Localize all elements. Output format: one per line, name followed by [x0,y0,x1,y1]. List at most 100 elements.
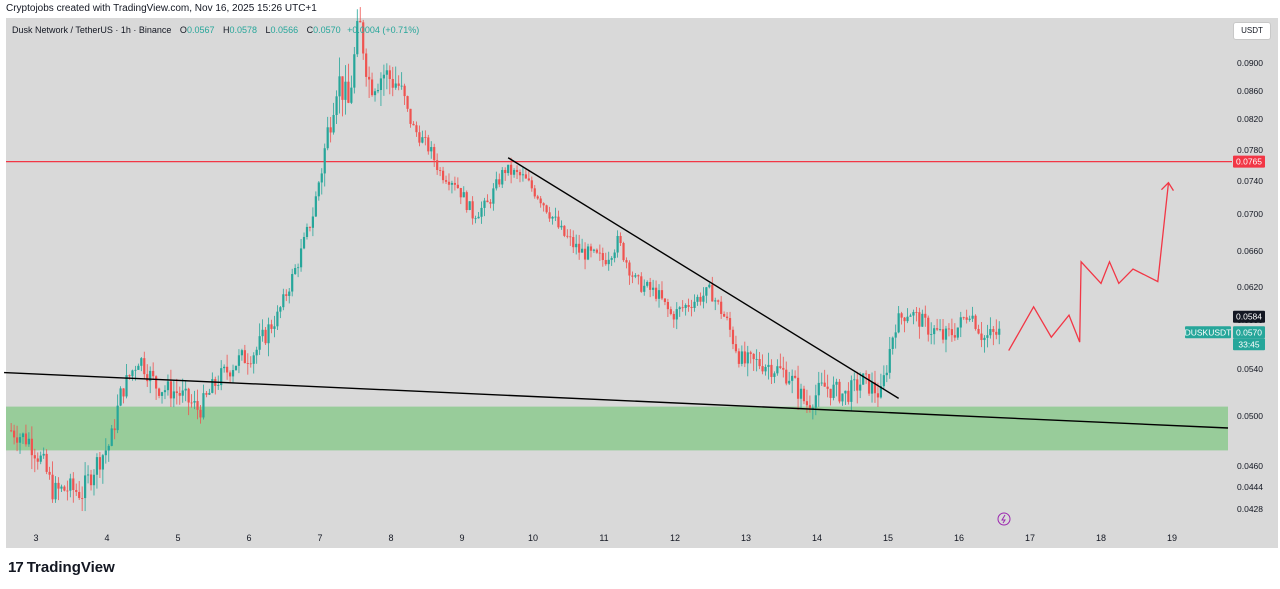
candle-body [557,216,560,228]
candle-body [758,358,761,367]
candle [867,373,871,396]
candle-body [811,407,814,409]
candle [243,344,246,364]
candle-body [820,382,823,384]
close-value: 0.0570 [313,25,341,35]
candle-body [924,313,927,318]
candle-body [385,70,388,75]
candle [690,299,693,317]
candle-body [217,385,220,386]
candle [489,199,492,209]
candle [72,472,75,503]
current-price-tag: 0.0570 [1233,326,1265,339]
candle-body [720,301,723,314]
candle-body [311,216,314,228]
x-tick-label: 16 [954,533,964,543]
candle [486,194,489,203]
candle-body [137,365,140,370]
candle-body [468,201,471,210]
candle-body [533,188,536,197]
candle [33,448,36,473]
candle-body [205,393,208,395]
candle [157,387,161,399]
candle-body [294,268,297,275]
candle-body [421,137,424,143]
candle-body [814,395,817,408]
candle-body [199,409,202,418]
candle-body [33,455,36,459]
candle-body [838,381,841,402]
candle [749,350,752,364]
candle [172,379,175,408]
candle [672,311,675,328]
candle-body [412,123,415,126]
candle-body [450,182,454,185]
candle [341,76,344,117]
candle-body [829,388,832,398]
candle [190,394,193,408]
candle-body [72,478,75,491]
candle-body [441,170,445,181]
candle-body [368,76,371,80]
candle-body [110,428,113,446]
candle [178,386,181,405]
candle [782,356,785,378]
candle [51,461,54,503]
candle [723,311,726,318]
candle [660,281,664,301]
candle-body [962,317,965,319]
candle-body [900,313,903,318]
candle-body [81,498,84,499]
candle-body [737,351,740,364]
candle-body [270,324,273,329]
candle-body [347,81,350,103]
candle-body [48,471,51,475]
candle [767,352,770,380]
candle-body [178,393,181,396]
candle-body [702,295,705,302]
candle [589,243,593,258]
candle [720,296,723,319]
candle [521,167,525,182]
y-tick-label: 0.0820 [1237,114,1263,124]
candle [779,353,782,370]
candle-body [122,388,125,397]
candle [285,289,288,302]
candle-body [196,401,199,410]
candle-body [21,433,25,438]
candle [933,325,936,345]
support-zone [6,406,1228,451]
x-tick-label: 15 [883,533,893,543]
candle [510,157,513,184]
candle [403,83,406,105]
candle [533,185,536,199]
candle-body [930,334,933,335]
candle-body [415,125,418,133]
currency-button[interactable]: USDT [1233,22,1271,40]
resistance-price-tag-text: 0.0765 [1236,157,1262,167]
candle [175,378,178,405]
candle [761,354,764,375]
candle-body [696,296,699,302]
candle [554,207,557,222]
candle [137,363,140,370]
candle-body [104,450,107,456]
candle [69,473,72,498]
candle-body [418,132,421,143]
candle [388,65,391,95]
candle-body [918,312,921,327]
candle-body [965,317,968,320]
candle-body [335,96,338,116]
candle-body [155,376,158,389]
candle [202,384,205,420]
candle-body [163,390,167,393]
candle [504,167,507,181]
candle [252,352,255,374]
candle [649,277,652,298]
candle-body [394,83,397,88]
candle [527,170,530,182]
candle [959,311,962,338]
candle [770,359,773,384]
candle-body [86,474,90,476]
